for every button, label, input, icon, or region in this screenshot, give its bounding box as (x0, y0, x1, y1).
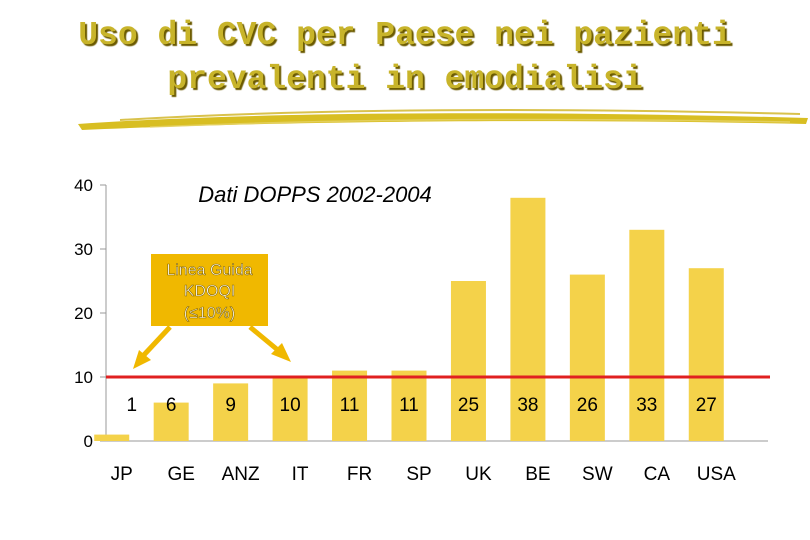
x-tick-label: ANZ (222, 464, 260, 485)
data-label: 25 (458, 395, 479, 416)
bar-ca (629, 229, 665, 441)
x-tick-label: BE (525, 464, 550, 485)
chart-subtitle: Dati DOPPS 2002-2004 (198, 182, 432, 207)
x-tick-label: FR (347, 464, 372, 485)
callout-arrow-left (140, 325, 172, 359)
data-label: 10 (280, 395, 301, 416)
bar-anz (213, 383, 249, 441)
bar-fr (332, 370, 368, 441)
data-label: 33 (636, 395, 657, 416)
x-tick-label: USA (697, 464, 736, 485)
data-label: 9 (225, 395, 236, 416)
x-tick-label: CA (644, 464, 671, 485)
y-tick-label: 40 (74, 176, 93, 195)
bar-sw (569, 274, 605, 441)
title-underline (78, 109, 808, 130)
bar-usa (688, 268, 724, 441)
data-label: 38 (517, 395, 538, 416)
chart-title: Uso di CVC per Paese nei pazienti preval… (0, 14, 810, 102)
data-label: 1 (126, 395, 137, 416)
x-tick-label: JP (111, 464, 133, 485)
y-tick-label: 30 (74, 240, 93, 259)
data-label: 11 (340, 395, 360, 416)
guideline-callout: Linea Guida KDOQI (≤10%) (133, 254, 291, 369)
data-label: 27 (696, 395, 717, 416)
callout-box (151, 254, 268, 326)
data-label: 6 (166, 395, 177, 416)
callout-line-3: (≤10%) (184, 305, 235, 322)
data-label: 26 (577, 395, 598, 416)
bar-sp (391, 370, 427, 441)
data-label: 11 (399, 395, 419, 416)
x-tick-label: SW (582, 464, 613, 485)
title-line-2: prevalenti in emodialisi (167, 61, 643, 98)
x-axis-labels: JP GE ANZ IT FR SP UK BE SW CA USA (111, 464, 736, 485)
bar-uk (450, 281, 486, 441)
bar-be (510, 197, 546, 441)
data-labels-group: 1 6 9 10 11 11 25 38 26 33 27 (126, 395, 716, 416)
callout-arrow-right (248, 325, 281, 353)
callout-arrowhead-right (271, 343, 291, 362)
x-tick-label: SP (406, 464, 431, 485)
x-tick-label: UK (465, 464, 492, 485)
title-line-1: Uso di CVC per Paese nei pazienti (78, 17, 732, 54)
y-tick-label: 10 (74, 368, 93, 387)
callout-arrowhead-left (133, 350, 151, 369)
bar-ge (153, 402, 189, 441)
y-tick-label: 20 (74, 304, 93, 323)
bars-group (94, 197, 724, 441)
x-tick-label: GE (167, 464, 194, 485)
x-tick-label: IT (292, 464, 309, 485)
bar-it (272, 377, 308, 441)
bar-jp (94, 434, 130, 441)
callout-line-1: Linea Guida (166, 262, 252, 279)
y-tick-label: 0 (84, 432, 93, 451)
callout-line-2: KDOQI (184, 283, 236, 300)
